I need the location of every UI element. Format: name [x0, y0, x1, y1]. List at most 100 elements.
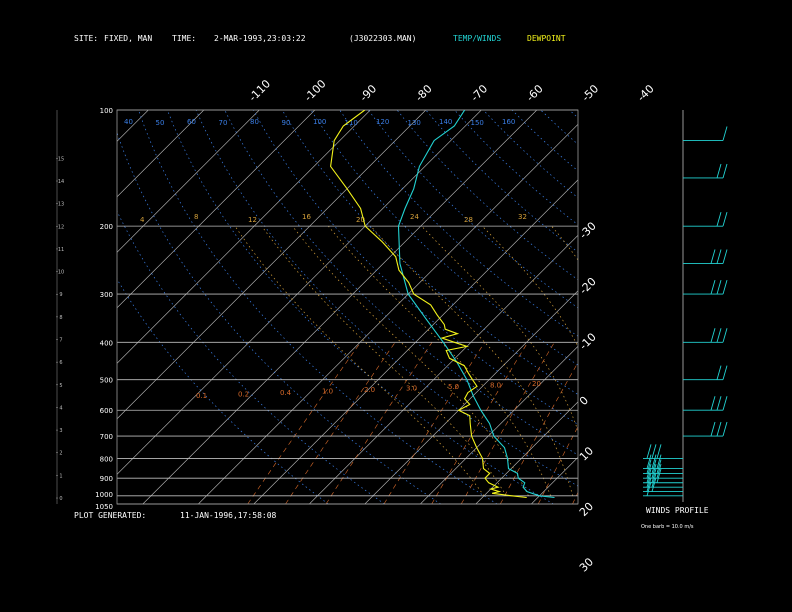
isotherm-label-top: -50: [579, 82, 601, 104]
isotherm-line: [642, 110, 792, 504]
site-value: FIXED, MAN: [104, 34, 152, 43]
wind-barb-feather: [651, 477, 657, 492]
mixing-ratio-label: 0.1: [196, 392, 207, 400]
dewpoint-line: [330, 110, 527, 499]
dry-adiabat-line: [166, 110, 554, 504]
background-lines: [0, 110, 792, 504]
mixing-ratio-label: 8.0: [490, 382, 501, 390]
mixing-ratio-line: [572, 491, 578, 504]
mixing-ratio-line: [460, 342, 555, 504]
isotherm-line: [753, 110, 792, 504]
wind-barb-feather: [651, 468, 657, 483]
wind-barb-feather: [646, 444, 652, 459]
pressure-tick-label: 800: [100, 455, 113, 463]
moist-adiabat-line: [292, 225, 529, 496]
moist-adiabat-line: [234, 225, 485, 497]
dry-adiabat-line: [598, 110, 792, 504]
dry-adiabat-line: [627, 110, 792, 504]
height-tick-label: 12: [58, 224, 64, 230]
wind-barb-feather: [710, 396, 716, 411]
wind-barb-feather: [722, 396, 728, 411]
dry-adiabat-label: 80: [250, 118, 259, 126]
dry-adiabat-line: [195, 110, 578, 487]
pressure-tick-label: 300: [100, 291, 113, 299]
wind-barb-feather: [716, 163, 722, 179]
height-tick-label: 11: [58, 247, 64, 253]
dry-adiabat-line: [684, 110, 792, 504]
wind-barb-feather: [656, 444, 662, 459]
mixing-ratio-label: 5.0: [448, 383, 459, 391]
isotherm-label-right: 0: [577, 394, 591, 408]
legend-dewpoint: DEWPOINT: [527, 34, 566, 43]
isotherm-label-right: 20: [577, 500, 596, 519]
moist-adiabat-label: 28: [464, 216, 473, 224]
wind-barb-feather: [716, 365, 722, 380]
winds-profile: [643, 110, 728, 502]
wind-barb-feather: [722, 249, 728, 264]
plot-frame: [116, 109, 579, 505]
dry-adiabat-label: 70: [219, 119, 228, 127]
wind-barb-feather: [710, 249, 716, 264]
wind-barb-feather: [651, 464, 657, 479]
height-tick-label: 0: [59, 496, 62, 502]
height-tick-label: 5: [59, 383, 62, 389]
dry-adiabat-line: [253, 110, 578, 425]
mixing-ratio-line: [537, 425, 578, 504]
dry-adiabat-line: [656, 110, 792, 504]
isobars: [117, 109, 578, 505]
wind-barb-feather: [716, 249, 722, 264]
moist-adiabat-label: 20: [356, 216, 365, 224]
dry-adiabat-line: [224, 110, 578, 456]
isotherm-label-top: -70: [468, 82, 490, 104]
dry-adiabat-label: 130: [408, 119, 421, 127]
isotherm-line: [475, 401, 578, 504]
isotherm-label-top: -60: [524, 82, 546, 104]
wind-barb-feather: [722, 126, 728, 141]
dry-adiabat-line: [117, 278, 329, 504]
moist-adiabat-line: [421, 225, 578, 432]
mixing-ratio-label: 0.2: [238, 391, 249, 399]
mixing-ratio-label: 3.0: [406, 385, 417, 393]
dry-adiabat-line: [425, 110, 578, 253]
dry-adiabat-line: [117, 131, 441, 504]
pressure-tick-label: 100: [100, 107, 113, 115]
wind-barb-feather: [716, 328, 722, 343]
mixing-ratio-line: [431, 342, 529, 504]
isotherm-label-top: -90: [357, 82, 379, 104]
wind-barb-feather: [646, 473, 652, 488]
dry-adiabat-label: 150: [471, 119, 484, 127]
isotherm-line: [117, 110, 149, 142]
legend-temp: TEMP/WINDS: [453, 34, 501, 43]
isotherm-line: [0, 110, 37, 504]
wind-barb-feather: [646, 477, 652, 492]
file-name: (J3022303.MAN): [349, 34, 416, 43]
wind-barb-feather: [722, 212, 728, 227]
pressure-tick-label: 500: [100, 377, 113, 385]
isotherm-line: [309, 234, 578, 504]
height-tick-label: 15: [58, 156, 64, 162]
dry-adiabat-label: 50: [156, 119, 165, 127]
time-label: TIME:: [172, 34, 196, 43]
isotherm-label-right: -20: [577, 275, 599, 297]
wind-barb-feather: [646, 481, 652, 496]
isotherm-line: [587, 110, 792, 504]
isotherm-line: [117, 110, 371, 364]
wind-barb-feather: [656, 464, 662, 479]
height-tick-label: 3: [59, 428, 62, 434]
isotherm-label-top: -80: [413, 82, 435, 104]
isotherm-label-top: -100: [302, 77, 329, 104]
pressure-tick-label: 400: [100, 339, 113, 347]
pressure-tick-label: 1050: [95, 503, 113, 511]
axis-labels: 1002003004005006007008009001000105001234…: [56, 77, 657, 574]
isotherm-line: [142, 110, 538, 504]
height-tick-label: 2: [59, 451, 62, 457]
plot-generated-label: PLOT GENERATED:: [74, 511, 146, 520]
isotherm-line: [0, 110, 93, 504]
isotherm-label-right: 30: [577, 555, 596, 574]
isotherm-line: [364, 290, 578, 504]
mixing-ratio-label: 0.4: [280, 389, 292, 397]
height-tick-label: 4: [59, 405, 62, 411]
dry-adiabat-line: [281, 110, 578, 395]
moist-adiabat-line: [370, 225, 574, 496]
